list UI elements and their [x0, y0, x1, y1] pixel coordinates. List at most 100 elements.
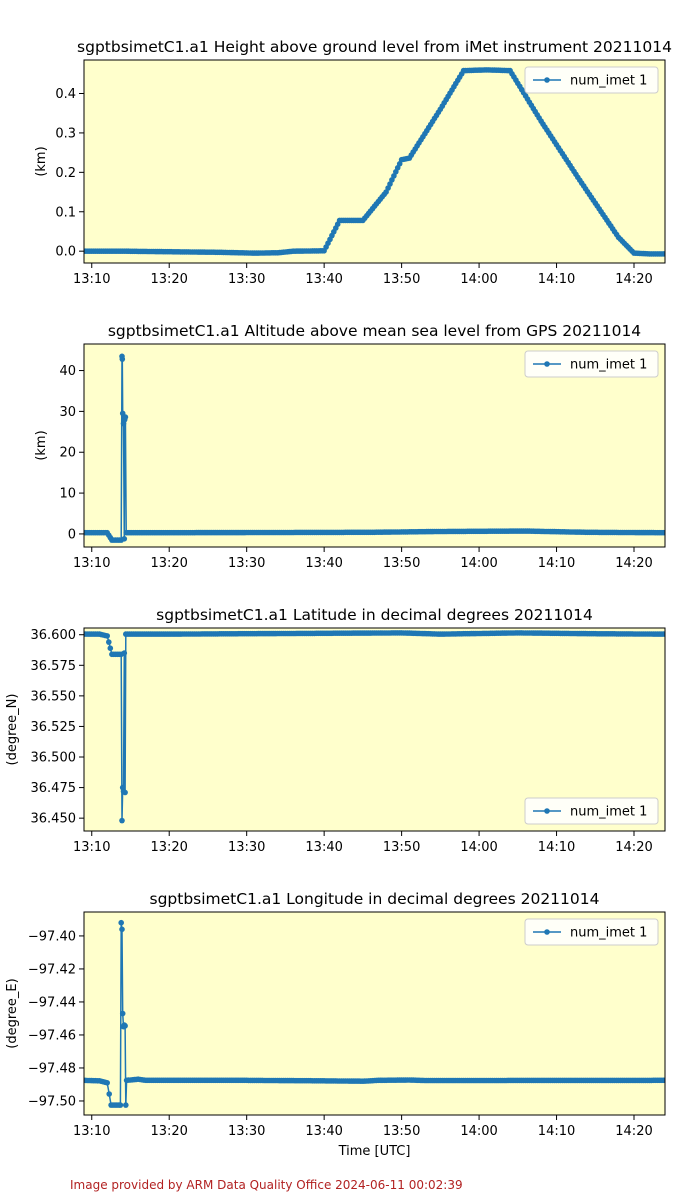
y-tick-label: 0.1 [55, 205, 76, 220]
legend-label: num_imet 1 [570, 805, 647, 820]
x-tick-label: 13:30 [228, 1124, 265, 1139]
x-tick-label: 13:30 [228, 556, 265, 571]
legend-label: num_imet 1 [570, 74, 647, 89]
footer-credit: Image provided by ARM Data Quality Offic… [70, 1178, 463, 1192]
x-tick-label: 13:20 [150, 840, 187, 855]
y-tick-label: 40 [59, 364, 76, 379]
y-tick-label: −97.40 [28, 929, 76, 944]
data-point [107, 645, 114, 651]
y-tick-label: 36.600 [31, 628, 77, 643]
y-tick-label: −97.44 [28, 995, 76, 1010]
x-tick-label: 14:00 [460, 556, 497, 571]
x-tick-label: 14:10 [538, 1124, 575, 1139]
chart-3: sgptbsimetC1.a1 Latitude in decimal degr… [5, 606, 666, 855]
x-tick-label: 14:20 [615, 272, 652, 287]
y-tick-label: 0.2 [55, 166, 76, 181]
x-axis-label: Time [UTC] [338, 1144, 411, 1159]
x-tick-label: 13:40 [305, 556, 342, 571]
legend: num_imet 1 [524, 797, 659, 825]
x-tick-label: 13:20 [150, 556, 187, 571]
legend-marker [544, 77, 550, 83]
plot-area [84, 344, 665, 547]
data-point [104, 1080, 110, 1086]
plot-frame [83, 911, 666, 1116]
y-tick-label: 0.0 [55, 245, 76, 260]
y-tick-label: 36.475 [31, 781, 77, 796]
x-tick-label: 14:10 [538, 556, 575, 571]
x-tick-label: 14:00 [460, 272, 497, 287]
data-point [123, 1102, 129, 1108]
legend: num_imet 1 [524, 350, 659, 378]
x-tick-label: 14:10 [538, 272, 575, 287]
x-tick-label: 13:10 [73, 556, 110, 571]
x-tick-label: 13:30 [228, 272, 265, 287]
y-tick-label: 36.575 [31, 659, 77, 674]
legend-label: num_imet 1 [570, 358, 647, 373]
legend: num_imet 1 [524, 66, 659, 94]
plot-area [84, 628, 665, 831]
data-point [118, 919, 124, 926]
x-tick-label: 14:00 [460, 840, 497, 855]
y-tick-label: −97.48 [28, 1061, 76, 1076]
legend-box [524, 797, 659, 825]
data-point [106, 1091, 112, 1097]
data-point [117, 1102, 124, 1108]
legend-marker [544, 808, 550, 814]
chart-title: sgptbsimetC1.a1 Height above ground leve… [77, 38, 672, 56]
legend: num_imet 1 [524, 918, 659, 946]
legend-box [524, 66, 659, 94]
chart-2: sgptbsimetC1.a1 Altitude above mean sea … [34, 322, 666, 571]
x-tick-label: 13:20 [150, 272, 187, 287]
x-tick-label: 13:40 [305, 840, 342, 855]
y-tick-label: 36.450 [31, 812, 77, 827]
y-tick-label: −97.50 [28, 1094, 76, 1109]
legend-marker [544, 929, 550, 935]
legend-marker [544, 361, 550, 367]
x-tick-label: 14:20 [615, 840, 652, 855]
data-point [122, 414, 129, 420]
data-point [662, 251, 665, 257]
data-point [662, 529, 665, 536]
x-tick-label: 14:20 [615, 1124, 652, 1139]
x-tick-label: 13:40 [305, 272, 342, 287]
y-axis-label: (km) [34, 430, 49, 460]
x-tick-label: 13:10 [73, 840, 110, 855]
y-tick-label: −97.46 [28, 1028, 76, 1043]
data-point [119, 356, 126, 362]
y-tick-label: 36.550 [31, 689, 77, 704]
plot-frame [83, 627, 666, 832]
y-tick-label: 20 [59, 446, 76, 461]
chart-title: sgptbsimetC1.a1 Altitude above mean sea … [108, 322, 641, 340]
data-point [121, 650, 128, 656]
y-axis-label: (degree_N) [5, 694, 20, 766]
y-tick-label: 36.500 [31, 751, 77, 766]
x-tick-label: 13:40 [305, 1124, 342, 1139]
legend-box [524, 918, 659, 946]
x-tick-label: 13:20 [150, 1124, 187, 1139]
series-num_imet-1 [84, 919, 665, 1108]
data-point [119, 926, 125, 933]
plot-frame [83, 343, 666, 548]
data-point [104, 633, 110, 639]
x-tick-label: 13:10 [73, 1124, 110, 1139]
data-point [119, 1010, 126, 1017]
chart-title: sgptbsimetC1.a1 Latitude in decimal degr… [156, 606, 593, 624]
series-num_imet-1 [84, 67, 665, 257]
x-tick-label: 13:50 [383, 556, 420, 571]
x-tick-label: 13:50 [383, 840, 420, 855]
data-point [662, 631, 665, 637]
data-point [662, 1077, 665, 1084]
x-tick-label: 14:10 [538, 840, 575, 855]
x-tick-label: 13:50 [383, 1124, 420, 1139]
y-tick-label: 36.525 [31, 720, 77, 735]
x-tick-label: 13:10 [73, 272, 110, 287]
y-tick-label: 10 [59, 487, 76, 502]
y-axis-label: (km) [34, 146, 49, 176]
data-point [122, 789, 128, 796]
series-num_imet-1 [84, 353, 665, 543]
legend-box [524, 350, 659, 378]
chart-4: sgptbsimetC1.a1 Longitude in decimal deg… [5, 890, 666, 1159]
x-tick-label: 13:50 [383, 272, 420, 287]
x-tick-label: 14:20 [615, 556, 652, 571]
